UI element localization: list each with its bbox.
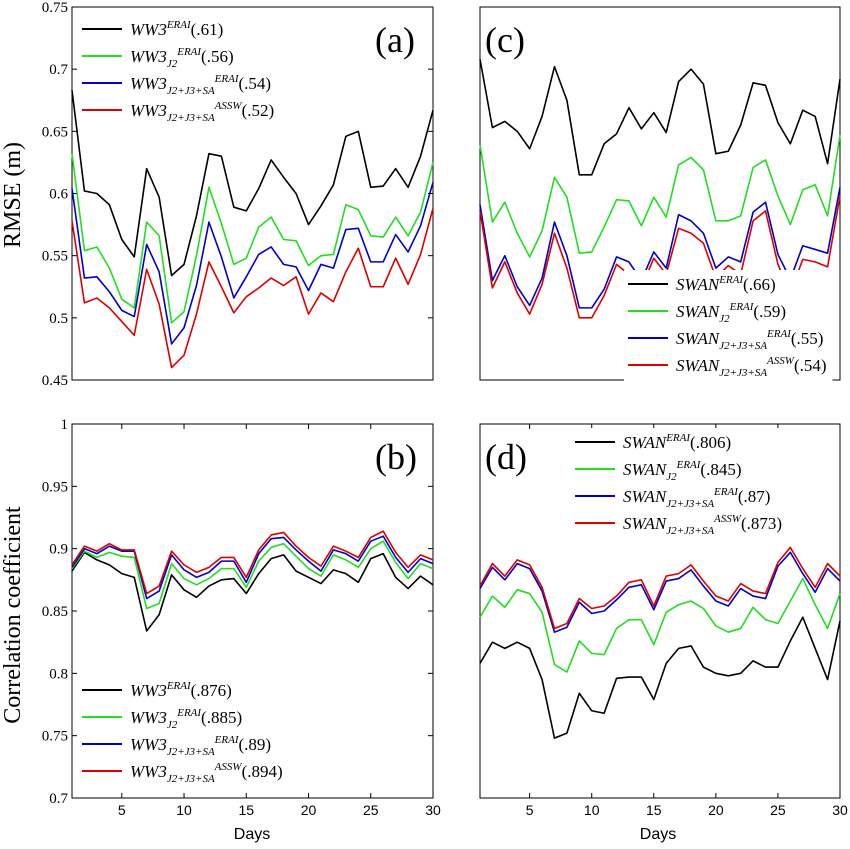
panel-b-series-line-2 xyxy=(71,535,434,600)
panel-d-legend-entry-1: SWANJ2ERAI(.845) xyxy=(623,459,742,483)
panel-d-series-line-2 xyxy=(479,551,841,633)
panel-b-xtick-label: 5 xyxy=(118,802,126,818)
panel-b-series-line-1 xyxy=(71,540,434,610)
panel-a-ytick-label: 0.5 xyxy=(49,311,68,327)
panel-b-ytick-label: 0.85 xyxy=(42,604,68,620)
panel-b-ytick-label: 0.95 xyxy=(42,479,68,495)
panel-c-series-line-2 xyxy=(479,187,841,309)
panel-a-series-line-3 xyxy=(71,208,434,369)
y-axis-label-correlation: Correlation coefficient xyxy=(0,506,26,724)
panel-b-ytick-label: 0.8 xyxy=(49,666,68,682)
panel-c-legend-entry-3: SWANJ2+J3+SAASSW(.54) xyxy=(676,355,827,379)
panel-d-xtick-label: 10 xyxy=(584,802,600,818)
panel-d-legend-entry-3: SWANJ2+J3+SAASSW(.873) xyxy=(623,513,782,537)
panel-c-label: (c) xyxy=(485,20,525,60)
x-axis-label-right: Days xyxy=(640,826,676,843)
panel-a-ytick-label: 0.55 xyxy=(42,249,68,265)
panel-c-series-line-3 xyxy=(479,195,841,319)
panel-a-legend-entry-1: WW3J2ERAI(.56) xyxy=(130,46,234,70)
panel-b-xtick-label: 15 xyxy=(238,802,254,818)
panel-a-ytick-label: 0.65 xyxy=(42,124,68,140)
panel-d-xtick-label: 25 xyxy=(770,802,786,818)
panel-b-legend-entry-2: WW3J2+J3+SAERAI(.89) xyxy=(130,734,271,758)
panel-d-series-line-0 xyxy=(479,616,841,739)
panel-a-legend-bg xyxy=(78,15,281,127)
panel-d-label: (d) xyxy=(485,437,527,477)
panel-d-xtick-label: 5 xyxy=(526,802,534,818)
panel-b-label: (b) xyxy=(375,437,417,477)
panel-a-label: (a) xyxy=(375,20,415,60)
panel-b-ytick-label: 0.75 xyxy=(42,729,68,745)
panel-a-legend-entry-3: WW3J2+J3+SAASSW(.52) xyxy=(130,100,274,124)
x-axis-label-left: Days xyxy=(234,826,270,843)
panel-a-legend-entry-2: WW3J2+J3+SAERAI(.54) xyxy=(130,73,271,97)
panel-b-ytick-label: 1 xyxy=(61,417,69,433)
y-axis-label-rmse: RMSE (m) xyxy=(0,142,26,248)
panel-d-legend-bg xyxy=(571,428,789,540)
panel-b-legend-entry-3: WW3J2+J3+SAASSW(.894) xyxy=(130,761,283,785)
panel-c-legend-entry-0: SWANERAI(.66) xyxy=(676,274,776,294)
panel-a-ytick-label: 0.7 xyxy=(49,62,68,78)
panel-b-xtick-label: 30 xyxy=(425,802,441,818)
panel-c-series-line-1 xyxy=(479,134,841,258)
panel-a-series-line-1 xyxy=(71,153,434,324)
panel-d-series-line-3 xyxy=(479,546,841,630)
panel-a-ytick-label: 0.75 xyxy=(42,0,68,16)
panel-d-xtick-label: 30 xyxy=(832,802,848,818)
panel-b-legend-bg xyxy=(78,676,289,788)
panel-a-ytick-label: 0.6 xyxy=(49,187,68,203)
panel-d-series-line-1 xyxy=(479,577,841,673)
panel-a-series-line-2 xyxy=(71,182,434,345)
panel-d-legend-entry-0: SWANERAI(.806) xyxy=(623,432,731,452)
panel-c-legend-entry-2: SWANJ2+J3+SAERAI(.55) xyxy=(676,328,823,352)
panel-d-legend-entry-2: SWANJ2+J3+SAERAI(.87) xyxy=(623,486,770,510)
panel-a-series-line-0 xyxy=(71,90,434,277)
panel-b-ytick-label: 0.7 xyxy=(49,791,68,807)
panel-c-series-line-0 xyxy=(479,59,841,176)
panel-a-legend-entry-0: WW3ERAI(.61) xyxy=(130,19,223,39)
panel-b-xtick-label: 10 xyxy=(176,802,192,818)
panel-a-ytick-label: 0.45 xyxy=(42,373,68,389)
panel-c-legend-entry-1: SWANJ2ERAI(.59) xyxy=(676,301,786,325)
panel-b-series-line-3 xyxy=(71,530,434,595)
panel-d-xtick-label: 20 xyxy=(708,802,724,818)
panel-b-ytick-label: 0.9 xyxy=(49,542,68,558)
panel-b-xtick-label: 20 xyxy=(301,802,317,818)
panel-d-frame xyxy=(479,423,841,799)
panel-d-xtick-label: 15 xyxy=(646,802,662,818)
panel-b-xtick-label: 25 xyxy=(363,802,379,818)
panel-b-series-line-0 xyxy=(71,551,434,632)
panel-b-legend-entry-0: WW3ERAI(.876) xyxy=(130,680,232,700)
panel-c-legend-bg xyxy=(624,270,833,382)
panel-b-legend-entry-1: WW3J2ERAI(.885) xyxy=(130,707,242,731)
